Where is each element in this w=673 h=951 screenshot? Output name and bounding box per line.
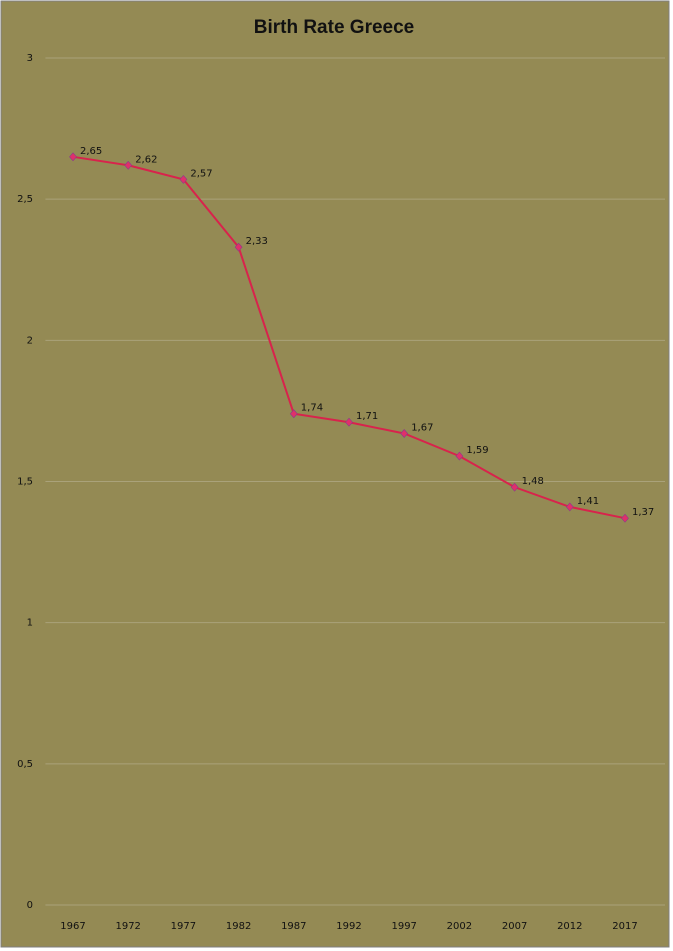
marker [289,409,298,419]
data-label: 1,74 [301,403,323,414]
marker [565,502,574,512]
data-label: 1,59 [466,445,488,456]
data-label: 2,57 [190,168,212,179]
chart-title: Birth Rate Greece [254,17,415,38]
data-label: 1,41 [577,496,599,507]
x-tick-label: 2017 [612,921,637,932]
y-tick-label: 1 [27,618,33,629]
marker [621,513,629,523]
x-tick-label: 2007 [502,921,527,932]
marker [400,429,409,438]
y-tick-label: 1,5 [17,477,33,488]
y-tick-label: 0,5 [17,759,33,770]
x-tick-label: 2002 [447,921,472,932]
y-tick-label: 2 [27,335,33,346]
data-label: 1,37 [632,507,654,518]
x-tick-label: 2012 [557,921,582,932]
data-label: 2,33 [246,236,268,247]
x-tick-label: 1977 [171,921,196,932]
marker [179,174,188,184]
y-tick-label: 2,5 [17,194,33,205]
x-tick-label: 1992 [336,921,361,932]
data-label: 1,67 [411,423,433,434]
data-label: 1,71 [356,411,378,422]
y-tick-label: 0 [27,900,33,911]
marker [234,242,243,252]
marker [124,160,133,170]
x-tick-label: 1982 [226,921,251,932]
marker [345,417,353,427]
x-tick-label: 1997 [391,921,416,932]
data-label: 1,48 [522,476,544,487]
data-label: 2,62 [135,154,157,165]
marker [510,482,519,492]
x-tick-label: 1972 [115,921,140,932]
y-tick-label: 3 [27,53,33,64]
data-label: 2,65 [80,146,102,157]
x-tick-label: 1987 [281,921,306,932]
marker [455,451,464,461]
x-tick-label: 1967 [60,921,85,932]
marker [69,152,77,162]
